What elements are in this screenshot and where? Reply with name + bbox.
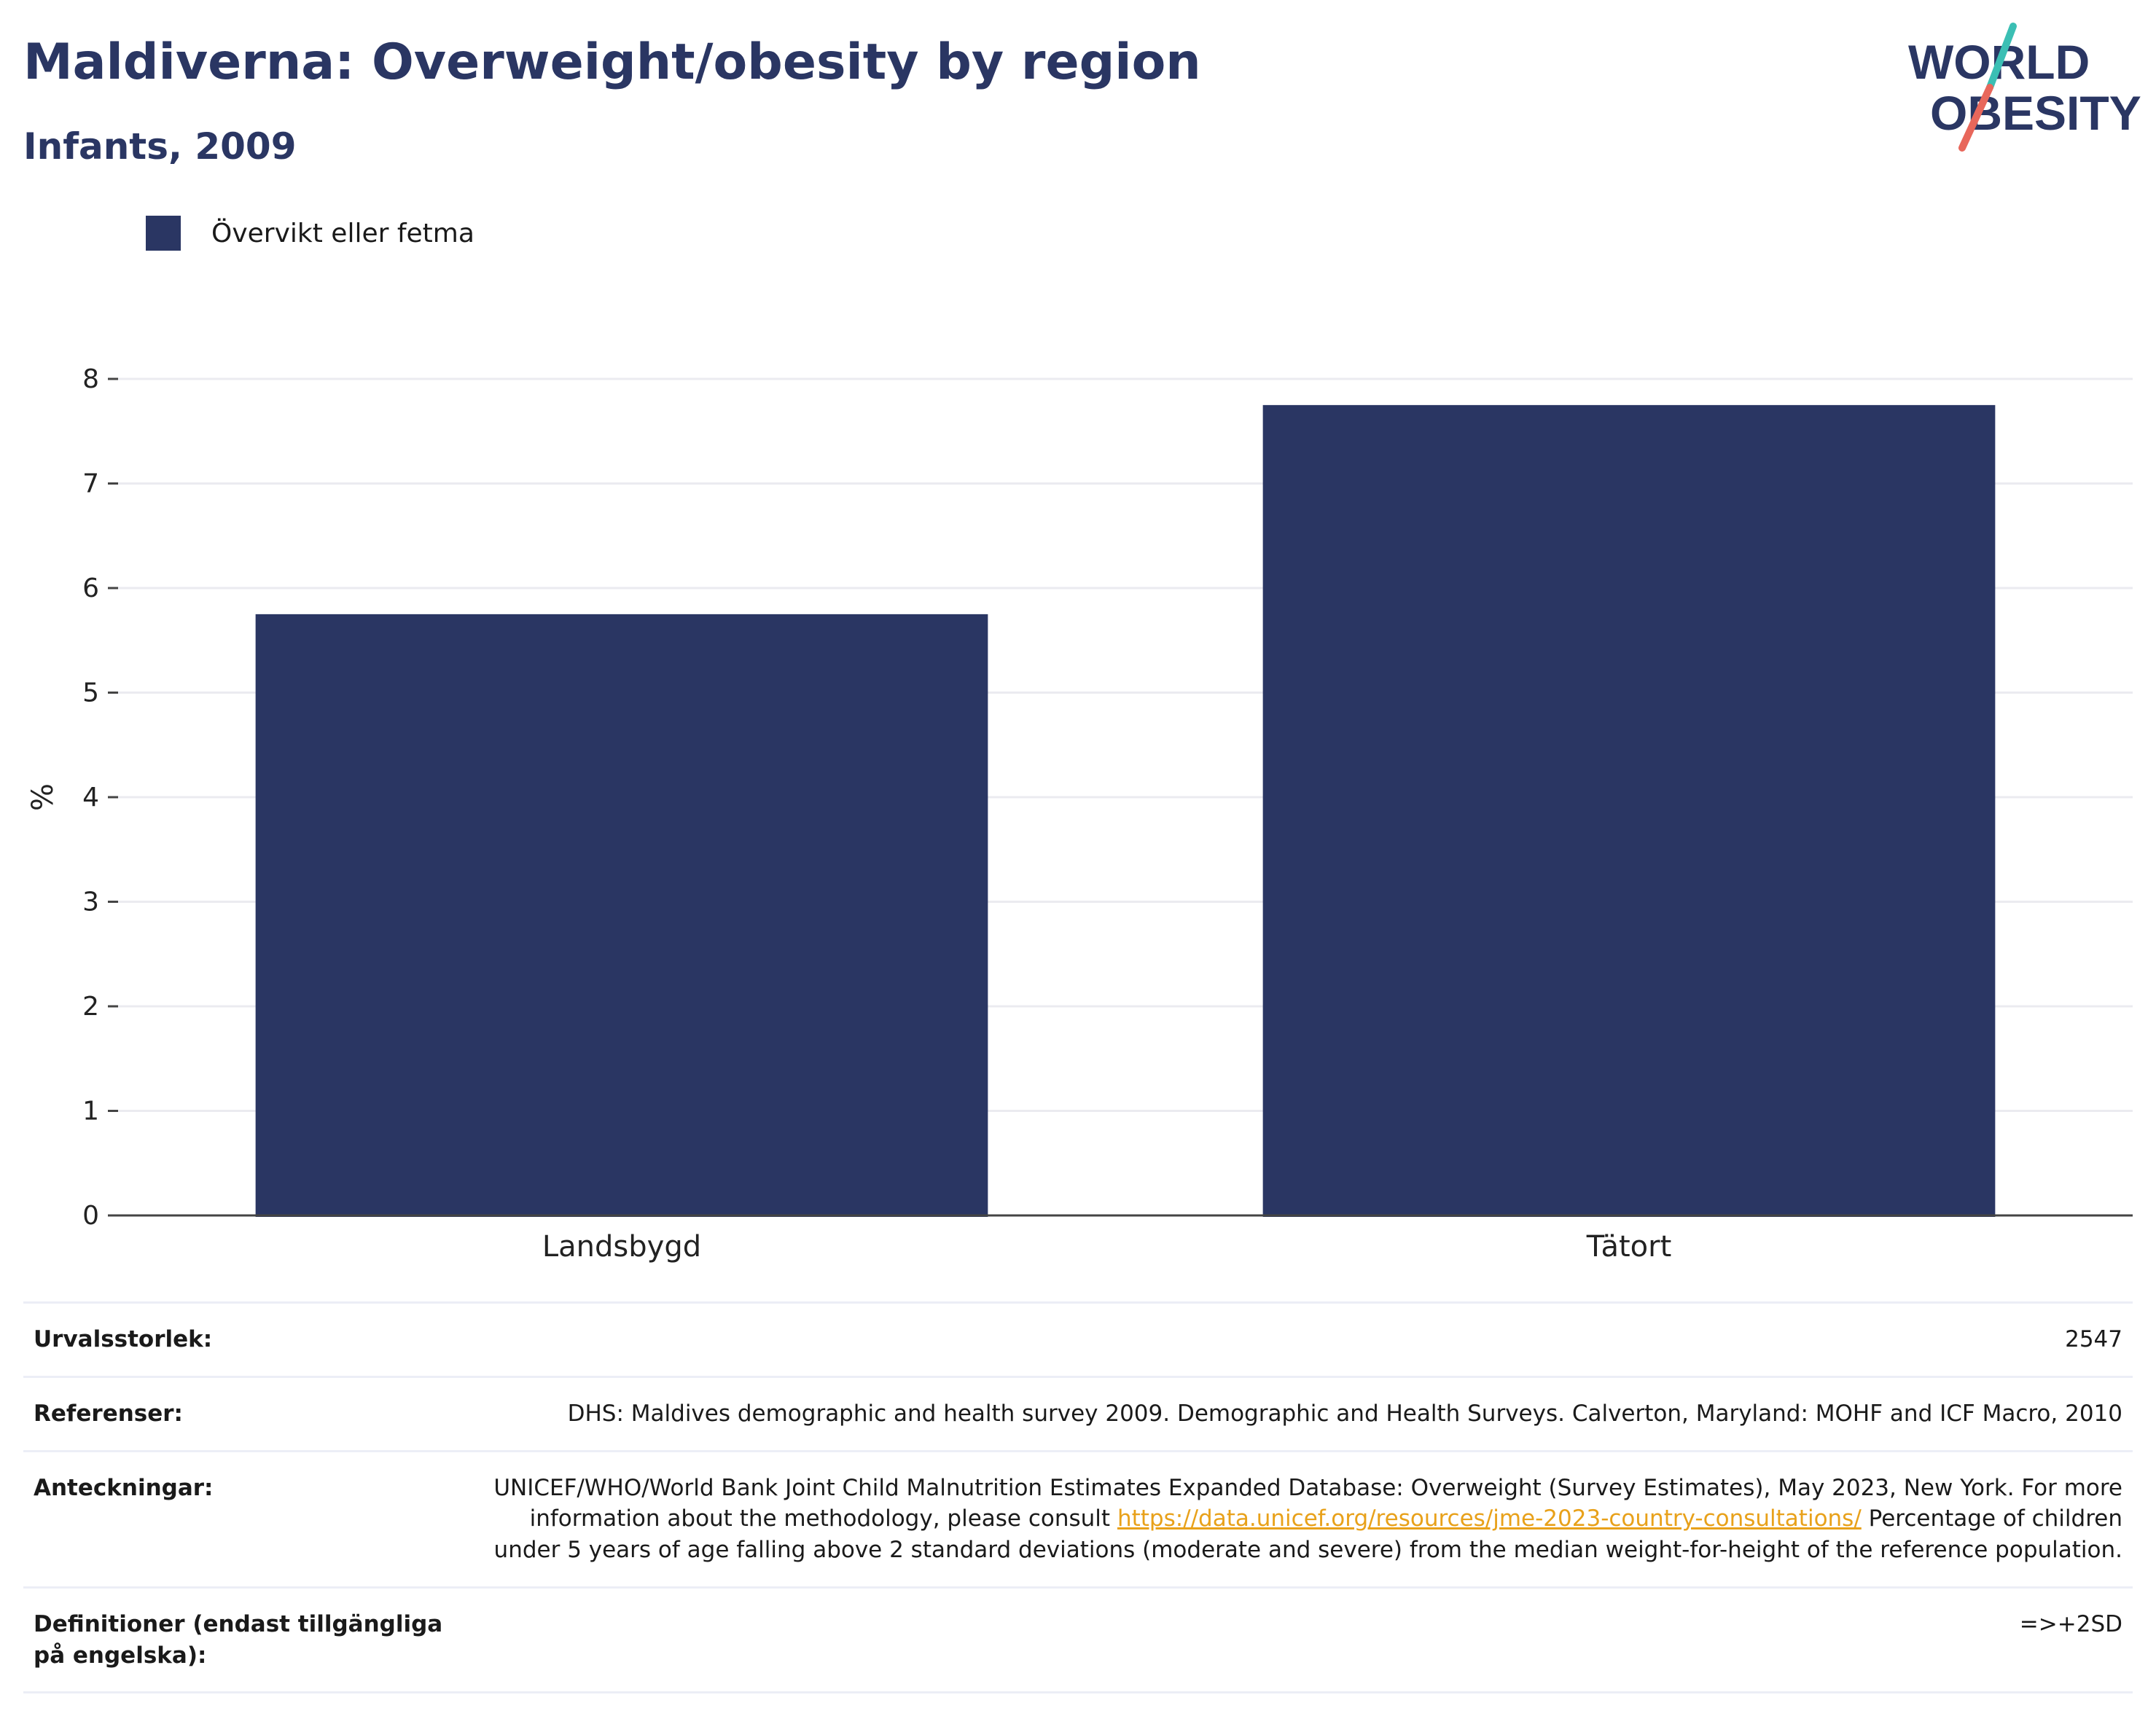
logo-slash-coral bbox=[1958, 84, 1993, 152]
y-tick-label: 5 bbox=[82, 678, 99, 708]
bar-chart: 0 1 2 3 4 5 6 7 8% Landsbygd Tätort bbox=[26, 364, 2133, 1264]
notes-label: Anteckningar: bbox=[23, 1449, 481, 1588]
notes-text-1: UNICEF/WHO/World Bank Joint Child Malnut… bbox=[493, 1474, 2122, 1532]
chart-title: Maldiverna: Overweight/obesity by region bbox=[23, 34, 1201, 91]
sample-size-value: 2547 bbox=[481, 1301, 2133, 1377]
y-tick-label: 6 bbox=[82, 573, 99, 603]
references-label: Referenser: bbox=[23, 1375, 481, 1452]
y-tick-label: 7 bbox=[82, 469, 99, 499]
y-axis-label: % bbox=[26, 783, 60, 811]
y-tick-label: 2 bbox=[82, 992, 99, 1022]
references-value: DHS: Maldives demographic and health sur… bbox=[481, 1375, 2133, 1452]
y-tick-label: 0 bbox=[82, 1201, 99, 1231]
logo-obesity-text: OBESITY bbox=[1930, 86, 2141, 140]
notes-row: Anteckningar: UNICEF/WHO/World Bank Join… bbox=[23, 1449, 2133, 1588]
y-tick-label: 3 bbox=[82, 888, 99, 917]
methodology-link[interactable]: https://data.unicef.org/resources/jme-20… bbox=[1117, 1505, 1862, 1532]
y-tick-label: 8 bbox=[82, 364, 99, 394]
x-tick-label: Landsbygd bbox=[542, 1230, 701, 1264]
sample-size-label: Urvalsstorlek: bbox=[23, 1301, 481, 1377]
logo-slash-teal bbox=[1986, 23, 2017, 91]
y-tick-label: 4 bbox=[82, 783, 99, 812]
bar-tätort bbox=[1262, 404, 1996, 1217]
references-row: Referenser: DHS: Maldives demographic an… bbox=[23, 1375, 2133, 1452]
legend-label: Övervikt eller fetma bbox=[211, 218, 474, 248]
bar-landsbygd bbox=[255, 614, 988, 1217]
definitions-label: Definitioner (endast tillgängliga på eng… bbox=[23, 1586, 481, 1694]
x-tick-label: Tätort bbox=[1586, 1230, 1672, 1264]
chart-subtitle: Infants, 2009 bbox=[23, 125, 297, 168]
metadata-table: Urvalsstorlek: 2547 Referenser: DHS: Mal… bbox=[23, 1301, 2133, 1694]
definitions-row: Definitioner (endast tillgängliga på eng… bbox=[23, 1586, 2133, 1694]
y-tick-label: 1 bbox=[82, 1097, 99, 1127]
notes-text-2: Percentage of children under 5 years of … bbox=[493, 1505, 2122, 1564]
world-obesity-logo: WORLD OBESITY bbox=[1908, 23, 2141, 152]
notes-value: UNICEF/WHO/World Bank Joint Child Malnut… bbox=[481, 1449, 2133, 1588]
sample-size-row: Urvalsstorlek: 2547 bbox=[23, 1301, 2133, 1377]
legend-swatch bbox=[146, 216, 181, 251]
chart-legend[interactable]: Övervikt eller fetma bbox=[146, 216, 474, 251]
definitions-value: =>+2SD bbox=[481, 1586, 2133, 1694]
